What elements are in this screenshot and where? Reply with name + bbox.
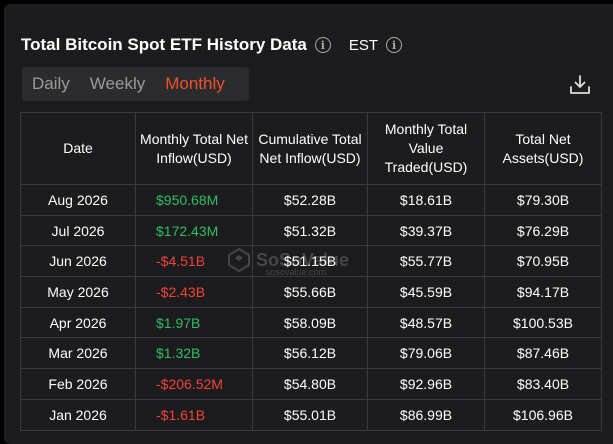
timezone-info-icon[interactable]: i: [386, 37, 403, 53]
cell-date: Mar 2026: [20, 337, 136, 370]
column-header-value-traded[interactable]: Monthly Total Value Traded(USD): [367, 112, 485, 185]
cell-net-assets: $106.96B: [484, 398, 602, 431]
cell-date: Feb 2026: [20, 368, 136, 400]
info-icon[interactable]: i: [314, 37, 331, 53]
cell-cumulative-inflow: $55.01B: [252, 398, 368, 431]
cell-cumulative-inflow: $58.09B: [252, 306, 368, 339]
table-row: Feb 2026 -$206.52M $54.80B $92.96B $83.40B: [20, 368, 602, 400]
history-table: Date Monthly Total Net Inflow(USD) Cumul…: [20, 112, 602, 431]
cell-value-traded: $48.57B: [367, 306, 485, 339]
cell-cumulative-inflow: $56.12B: [252, 337, 368, 370]
column-header-monthly-inflow[interactable]: Monthly Total Net Inflow(USD): [135, 112, 253, 185]
timezone-label: EST: [348, 36, 379, 54]
cell-value-traded: $55.77B: [367, 245, 485, 278]
panel-title: Total Bitcoin Spot ETF History Data: [21, 35, 307, 54]
cell-monthly-inflow: -$206.52M: [135, 368, 253, 400]
cell-cumulative-inflow: $51.15B: [252, 245, 368, 278]
table-row: Jun 2026 -$4.51B $51.15B $55.77B $70.95B: [20, 245, 602, 278]
cell-date: Jun 2026: [20, 245, 136, 278]
cell-monthly-inflow: -$1.61B: [135, 398, 253, 431]
cell-net-assets: $100.53B: [484, 306, 602, 339]
table-row: Mar 2026 $1.32B $56.12B $79.06B $87.46B: [20, 337, 602, 370]
cell-date: Aug 2026: [20, 184, 136, 216]
cell-cumulative-inflow: $55.66B: [252, 276, 368, 308]
table-row: Apr 2026 $1.97B $58.09B $48.57B $100.53B: [20, 306, 602, 339]
cell-value-traded: $18.61B: [367, 184, 485, 216]
cell-date: Jul 2026: [20, 214, 136, 247]
panel-header: Total Bitcoin Spot ETF History Data i ES…: [21, 33, 403, 57]
column-header-net-assets[interactable]: Total Net Assets(USD): [484, 112, 602, 185]
tab-weekly[interactable]: Weekly: [89, 74, 146, 93]
cell-net-assets: $94.17B: [484, 276, 602, 308]
table-row: Jul 2026 $172.43M $51.32B $39.37B $76.29B: [20, 214, 602, 247]
column-header-cumulative-inflow[interactable]: Cumulative Total Net Inflow(USD): [252, 112, 368, 185]
cell-monthly-inflow: $172.43M: [135, 214, 253, 247]
cell-net-assets: $87.46B: [484, 337, 602, 370]
period-tabs: Daily Weekly Monthly: [22, 67, 249, 101]
cell-net-assets: $79.30B: [484, 184, 602, 216]
cell-value-traded: $92.96B: [367, 368, 485, 400]
cell-value-traded: $45.59B: [367, 276, 485, 308]
cell-monthly-inflow: -$4.51B: [135, 245, 253, 278]
download-button[interactable]: [569, 74, 591, 96]
cell-cumulative-inflow: $52.28B: [252, 184, 368, 216]
download-icon: [570, 75, 590, 94]
table-header-row: Date Monthly Total Net Inflow(USD) Cumul…: [20, 112, 602, 185]
cell-value-traded: $79.06B: [367, 337, 485, 370]
cell-net-assets: $83.40B: [484, 368, 602, 400]
cell-date: May 2026: [20, 276, 136, 308]
cell-net-assets: $76.29B: [484, 214, 602, 247]
cell-cumulative-inflow: $54.80B: [252, 368, 368, 400]
table-row: May 2026 -$2.43B $55.66B $45.59B $94.17B: [20, 276, 602, 308]
cell-monthly-inflow: -$2.43B: [135, 276, 253, 308]
table-row: Aug 2026 $950.68M $52.28B $18.61B $79.30B: [20, 184, 602, 216]
column-header-date[interactable]: Date: [20, 112, 136, 185]
cell-monthly-inflow: $950.68M: [135, 184, 253, 216]
cell-monthly-inflow: $1.97B: [135, 306, 253, 339]
cell-date: Apr 2026: [20, 306, 136, 339]
etf-history-panel: Total Bitcoin Spot ETF History Data i ES…: [4, 4, 613, 444]
tab-daily[interactable]: Daily: [32, 74, 70, 93]
cell-date: Jan 2026: [20, 398, 136, 431]
cell-cumulative-inflow: $51.32B: [252, 214, 368, 247]
cell-monthly-inflow: $1.32B: [135, 337, 253, 370]
tab-monthly[interactable]: Monthly: [165, 74, 225, 93]
cell-value-traded: $86.99B: [367, 398, 485, 431]
table-row: Jan 2026 -$1.61B $55.01B $86.99B $106.96B: [20, 398, 602, 431]
cell-value-traded: $39.37B: [367, 214, 485, 247]
cell-net-assets: $70.95B: [484, 245, 602, 278]
